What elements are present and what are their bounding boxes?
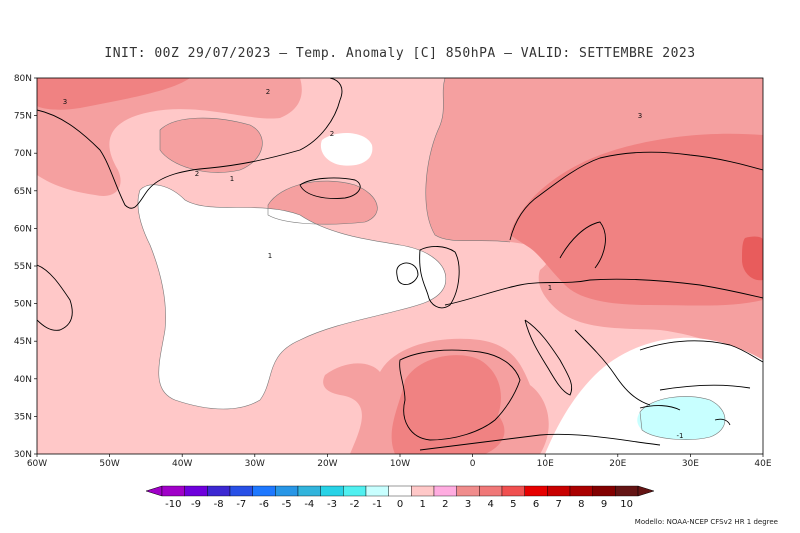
legend-swatch [501, 485, 525, 497]
lon-tick-label: 10W [390, 459, 410, 469]
lat-tick-label: 65N [14, 187, 32, 197]
legend-label: -4 [304, 499, 314, 510]
contour-label: 1 [548, 284, 552, 292]
legend-swatch [547, 485, 571, 497]
lat-tick-label: 80N [14, 74, 32, 84]
legend-label: -9 [191, 499, 201, 510]
anomaly-band-0-arctic [320, 133, 373, 166]
lon-tick-label: 40W [172, 459, 192, 469]
latitude-axis: 80N 75N 70N 65N 60N 55N 50N 45N 40N 35N 30N [14, 74, 37, 460]
legend-arrow-right [637, 485, 655, 497]
legend-label: -5 [282, 499, 292, 510]
legend-label: -1 [372, 499, 382, 510]
map-field [37, 78, 763, 454]
contour-label: 2 [266, 88, 270, 96]
legend-swatch [592, 485, 616, 497]
legend-label: -3 [327, 499, 337, 510]
lon-tick-label: 60W [27, 459, 47, 469]
legend-label: 4 [487, 499, 493, 510]
legend-swatch [433, 485, 457, 497]
legend-swatch [320, 485, 344, 497]
legend-swatch [411, 485, 435, 497]
coastlines [37, 78, 763, 451]
legend-label: 0 [397, 499, 403, 510]
lon-tick-label: 0 [470, 459, 476, 469]
anomaly-band-neg1 [637, 396, 725, 440]
contour-label: 2 [330, 130, 334, 138]
lon-tick-label: 30W [245, 459, 265, 469]
anomaly-band-4-ne [742, 236, 763, 281]
legend-label: -7 [236, 499, 246, 510]
contour-label: 3 [63, 98, 67, 106]
legend-label: 1 [419, 499, 425, 510]
contour-label: -1 [677, 432, 684, 440]
legend-swatch [615, 485, 639, 497]
legend-swatch [297, 485, 321, 497]
lat-tick-label: 45N [14, 337, 32, 347]
lat-tick-label: 50N [14, 300, 32, 310]
anomaly-band-3-iberia [391, 355, 505, 454]
legend-swatch [229, 485, 253, 497]
lon-tick-label: 50W [99, 459, 119, 469]
legend-swatch [365, 485, 389, 497]
longitude-axis: 60W 50W 40W 30W 20W 10W 0 10E 20E 30E 40E [27, 454, 772, 469]
legend-swatch [388, 485, 412, 497]
lat-tick-label: 40N [14, 375, 32, 385]
legend-swatch [569, 485, 593, 497]
legend-label: 8 [578, 499, 584, 510]
contour-label: 2 [195, 170, 199, 178]
legend-swatch [524, 485, 548, 497]
contour-label: 1 [230, 175, 234, 183]
legend-label: -6 [259, 499, 269, 510]
legend-label: 6 [533, 499, 539, 510]
legend-label: 2 [442, 499, 448, 510]
lon-tick-label: 30E [682, 459, 699, 469]
legend-label: 5 [510, 499, 516, 510]
anomaly-band-3-ne [510, 133, 763, 306]
lat-tick-label: 35N [14, 412, 32, 422]
model-credit: Modello: NOAA-NCEP CFSv2 HR 1 degree [634, 518, 778, 526]
legend-swatch [343, 485, 367, 497]
legend-label: 9 [601, 499, 607, 510]
legend-swatch [184, 485, 208, 497]
contour-labels: 3 2 2 1 1 2 3 1 -1 [63, 88, 684, 440]
lat-tick-label: 60N [14, 224, 32, 234]
legend-swatch [161, 485, 185, 497]
lat-tick-label: 55N [14, 262, 32, 272]
legend-swatch [479, 485, 503, 497]
anomaly-band-2-ice [160, 118, 263, 173]
legend-swatch [252, 485, 276, 497]
anomaly-band-0-atl [138, 184, 446, 409]
anomaly-band-3-nw [37, 78, 190, 110]
legend-label: -2 [350, 499, 360, 510]
legend-swatch [207, 485, 231, 497]
legend-label: 10 [620, 499, 633, 510]
legend-label: 7 [555, 499, 561, 510]
lon-tick-label: 10E [537, 459, 554, 469]
map-title: INIT: 00Z 29/07/2023 – Temp. Anomaly [C]… [104, 46, 696, 61]
contour-lines [137, 78, 726, 440]
legend-label: -8 [214, 499, 224, 510]
legend-swatch [456, 485, 480, 497]
lon-tick-label: 40E [754, 459, 771, 469]
lat-tick-label: 30N [14, 450, 32, 460]
lat-tick-label: 75N [14, 112, 32, 122]
lon-tick-label: 20W [317, 459, 337, 469]
anomaly-band-2-nw [37, 78, 302, 196]
legend-swatch [275, 485, 299, 497]
contour-label: 3 [638, 112, 642, 120]
legend-label: -10 [165, 499, 181, 510]
legend-label: 3 [465, 499, 471, 510]
lat-tick-label: 70N [14, 149, 32, 159]
contour-label: 1 [268, 252, 272, 260]
lon-tick-label: 20E [609, 459, 626, 469]
color-legend: -10 -9 -8 -7 -6 -5 -4 -3 -2 -1 0 1 2 3 4 5 6 7 8 9 10 [145, 485, 655, 510]
legend-arrow-left [145, 485, 163, 497]
